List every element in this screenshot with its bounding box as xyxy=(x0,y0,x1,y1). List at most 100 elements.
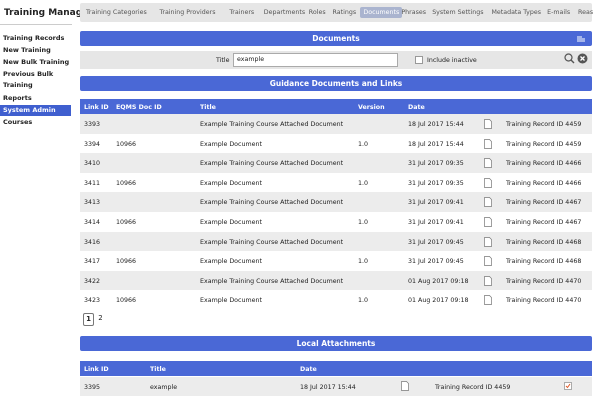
table-row xyxy=(80,231,592,252)
document-icon[interactable] xyxy=(484,217,492,229)
page-link[interactable]: 1 xyxy=(83,313,94,326)
nav-item[interactable]: Courses xyxy=(3,118,33,126)
document-icon[interactable] xyxy=(484,295,492,307)
document-icon[interactable] xyxy=(484,158,492,170)
tab[interactable]: E-mails xyxy=(547,9,571,16)
column-header: Title xyxy=(150,366,166,373)
cell: 10966 xyxy=(116,297,137,305)
tab[interactable]: Trainers xyxy=(229,9,255,16)
title-input[interactable]: example xyxy=(233,53,398,67)
cell: 18 Jul 2017 15:44 xyxy=(300,384,356,391)
cell: 10966 xyxy=(116,258,137,266)
nav-item[interactable]: New Training xyxy=(3,46,51,54)
divider xyxy=(0,24,72,25)
search-icon[interactable] xyxy=(564,53,575,66)
section-header: Documents xyxy=(80,31,592,46)
tab[interactable]: Metadata Types xyxy=(491,9,542,16)
tab-bar xyxy=(80,3,592,22)
cell: Training Record ID 4470 xyxy=(506,277,582,285)
document-icon[interactable] xyxy=(484,177,492,190)
cell: 1.0 xyxy=(358,258,369,266)
checkbox-label: Include inactive xyxy=(427,57,477,64)
cell: 1.0 xyxy=(358,297,369,305)
cell: 3395 xyxy=(84,384,101,391)
tab[interactable]: Roles xyxy=(308,9,326,16)
tab[interactable]: Phrases xyxy=(401,9,427,16)
clear-icon[interactable] xyxy=(577,53,588,66)
page-link[interactable]: 2 xyxy=(98,314,103,322)
column-header: Link ID xyxy=(84,366,109,373)
checkbox[interactable] xyxy=(415,56,423,64)
cell: 1.0 xyxy=(358,140,369,148)
document-icon[interactable] xyxy=(401,381,409,393)
options-icon[interactable] xyxy=(576,33,586,45)
cell: 31 Jul 2017 09:35 xyxy=(408,160,464,168)
tab[interactable]: System Settings xyxy=(432,9,484,16)
table-row xyxy=(80,377,592,396)
cell: 3413 xyxy=(84,199,101,207)
cell: Example Training Course Attached Documen… xyxy=(200,121,344,128)
table-row xyxy=(80,153,592,173)
tab[interactable]: Documents xyxy=(360,7,403,18)
cell: 18 Jul 2017 15:44 xyxy=(408,140,464,148)
cell: Training Record ID 4468 xyxy=(506,238,582,246)
cell: 3410 xyxy=(84,160,101,168)
cell: Training Record ID 4467 xyxy=(506,199,582,207)
cell: 3414 xyxy=(84,219,101,226)
tab[interactable]: Training Categories xyxy=(86,9,147,16)
cell: 3423 xyxy=(84,297,101,305)
tab[interactable]: Departments xyxy=(263,9,306,16)
section-header: Local Attachments xyxy=(80,336,592,351)
cell: Example Document xyxy=(200,179,262,187)
column-header: Version xyxy=(358,104,385,111)
cell: Training Record ID 4459 xyxy=(435,384,511,391)
nav-item[interactable]: Training Records xyxy=(3,34,65,42)
cell: 31 Jul 2017 09:35 xyxy=(408,179,464,187)
document-icon[interactable] xyxy=(484,119,492,131)
cell: 3417 xyxy=(84,258,101,266)
cell: Training Record ID 4459 xyxy=(506,140,582,148)
cell: Training Record ID 4467 xyxy=(506,219,582,226)
cell: 1.0 xyxy=(358,219,369,226)
cell: Example Document xyxy=(200,297,262,305)
document-icon[interactable] xyxy=(484,138,492,151)
table-row xyxy=(80,212,592,232)
cell: Training Record ID 4468 xyxy=(506,258,582,266)
cell: 3422 xyxy=(84,277,101,285)
cell: 3394 xyxy=(84,140,101,148)
cell: Training Record ID 4466 xyxy=(506,179,582,187)
cell: Training Record ID 4466 xyxy=(506,160,582,168)
cell: 31 Jul 2017 09:45 xyxy=(408,258,464,266)
app-title: Training Manager xyxy=(4,8,93,18)
nav-item[interactable]: Reports xyxy=(3,94,32,102)
cell: 1.0 xyxy=(358,179,369,187)
table-row xyxy=(80,251,592,271)
document-icon[interactable] xyxy=(484,197,492,209)
document-icon[interactable] xyxy=(484,236,492,249)
cell: Training Record ID 4459 xyxy=(506,121,582,128)
cell: Example Training Course Attached Documen… xyxy=(200,238,344,246)
cell: Example Document xyxy=(200,140,262,148)
column-header: Date xyxy=(300,366,317,373)
tab[interactable]: Ratings xyxy=(332,9,357,16)
table-row xyxy=(80,172,592,193)
nav-item[interactable]: System Admin xyxy=(0,105,71,116)
cell: 10966 xyxy=(116,219,137,226)
tab[interactable]: Reasons xyxy=(578,9,593,16)
cell: 3393 xyxy=(84,121,101,128)
document-icon[interactable] xyxy=(484,275,492,288)
nav-item[interactable]: New Bulk Training xyxy=(3,58,70,66)
table-row xyxy=(80,133,592,154)
checkbox-checked[interactable] xyxy=(564,382,572,392)
cell: Example Training Course Attached Documen… xyxy=(200,277,344,285)
column-header: Title xyxy=(200,104,216,111)
table-header xyxy=(80,361,592,376)
filter-label: Title xyxy=(216,57,230,64)
tab[interactable]: Training Providers xyxy=(159,9,216,16)
cell: Example Document xyxy=(200,219,262,226)
table-header xyxy=(80,99,592,114)
nav-item[interactable]: Previous Bulk Training xyxy=(3,70,54,89)
cell: Example Training Course Attached Documen… xyxy=(200,199,344,207)
document-icon[interactable] xyxy=(484,256,492,268)
